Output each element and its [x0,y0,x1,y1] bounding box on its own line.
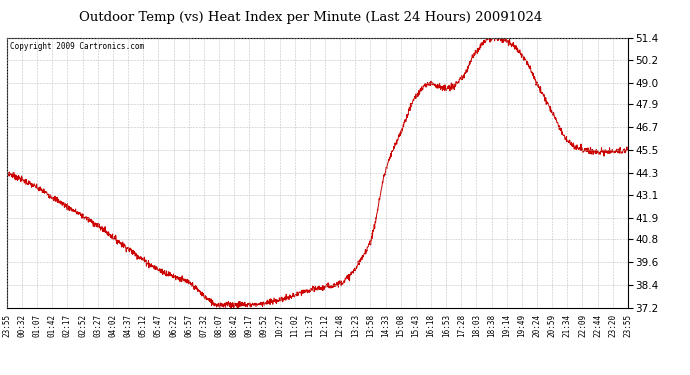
Text: Outdoor Temp (vs) Heat Index per Minute (Last 24 Hours) 20091024: Outdoor Temp (vs) Heat Index per Minute … [79,11,542,24]
Text: Copyright 2009 Cartronics.com: Copyright 2009 Cartronics.com [10,42,144,51]
